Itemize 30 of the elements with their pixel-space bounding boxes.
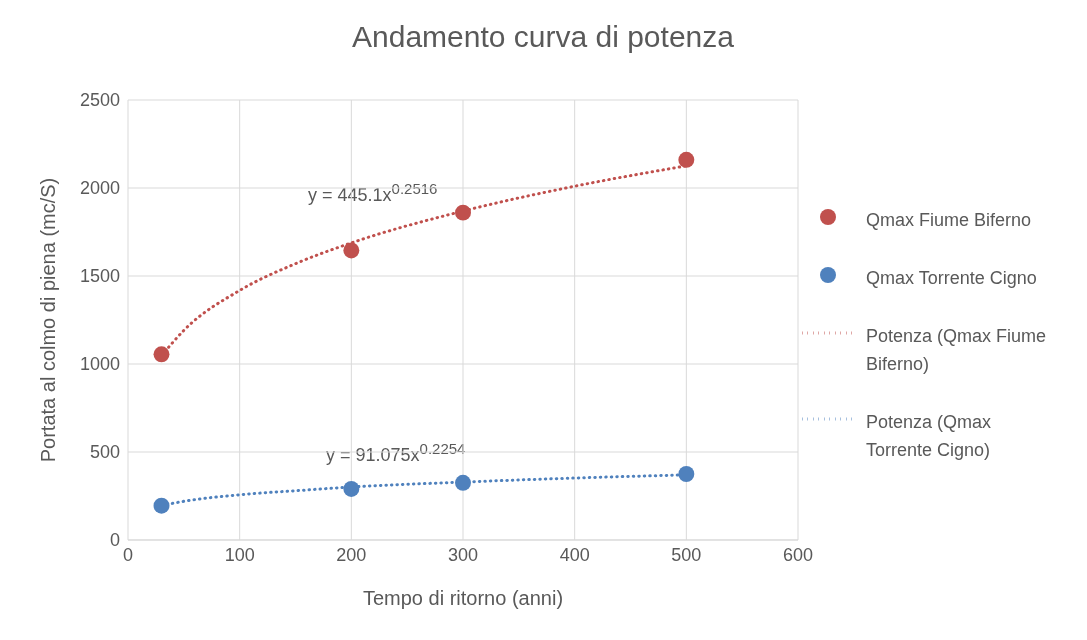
legend-label: Potenza (Qmax Fiume Biferno) xyxy=(866,325,1048,376)
point xyxy=(678,151,695,168)
y-axis-title: Portata al colmo di piena (mc/S) xyxy=(37,177,60,463)
y-tick-label: 1000 xyxy=(79,354,120,375)
point xyxy=(343,481,360,497)
chart-title: Andamento curva di potenza xyxy=(351,20,735,55)
point xyxy=(678,466,695,482)
point xyxy=(153,346,170,363)
legend-label: Qmax Fiume Biferno xyxy=(866,209,1032,232)
x-tick-label: 600 xyxy=(782,544,814,565)
annotation: y = 445.1x$^{0.2516}$ xyxy=(308,180,438,206)
y-tick-label: 1500 xyxy=(79,266,120,287)
x-tick-label: 400 xyxy=(559,544,590,565)
point xyxy=(153,497,170,514)
x-tick-label: 300 xyxy=(447,544,479,565)
x-axis-title: Tempo di ritorno (anni) xyxy=(362,587,564,609)
point xyxy=(455,204,471,221)
x-tick-label: 100 xyxy=(224,544,255,565)
x-tick-label: 200 xyxy=(336,544,367,565)
legend-label: Qmax Torrente Cigno xyxy=(866,267,1037,290)
point xyxy=(343,242,360,259)
point xyxy=(455,474,471,491)
y-tick-label: 2000 xyxy=(79,178,120,199)
x-tick-label: 0 xyxy=(122,544,134,565)
y-tick-label: 2500 xyxy=(79,90,120,111)
y-tick-label: 500 xyxy=(89,442,120,463)
y-tick-label: 0 xyxy=(109,530,120,551)
legend-label: Potenza (Qmax Torrente Cigno) xyxy=(866,411,993,462)
x-tick-label: 500 xyxy=(671,544,702,565)
annotation: y = 91.075x$^{0.2254}$ xyxy=(326,440,466,466)
